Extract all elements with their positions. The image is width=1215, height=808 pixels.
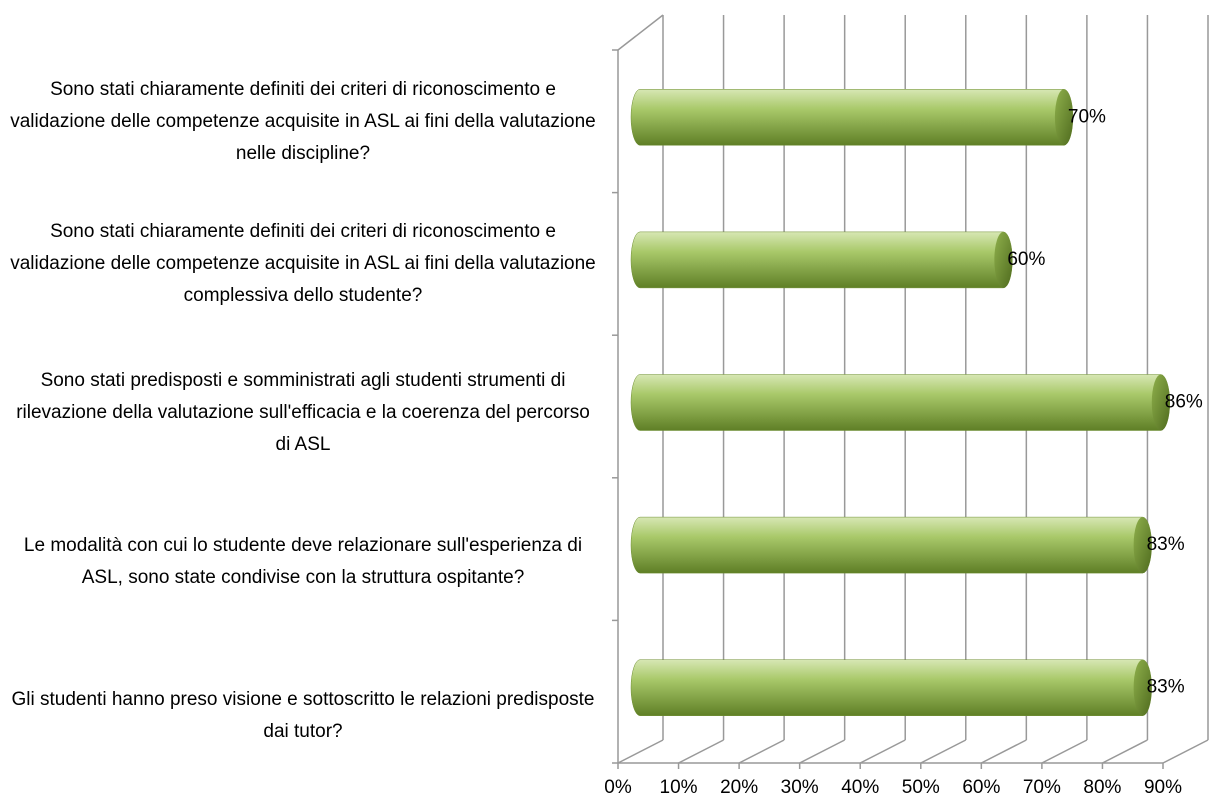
grid-line (859, 739, 906, 764)
bar-part (630, 231, 1013, 289)
bar-part (630, 516, 1152, 574)
bar-part (630, 374, 1171, 431)
bar-part (994, 231, 1013, 288)
grid-line (678, 739, 724, 764)
x-tick-label: 20% (720, 777, 758, 798)
grid-line (920, 739, 967, 764)
bar (630, 231, 1013, 289)
x-tick-label: 80% (1083, 777, 1121, 798)
category-label: Sono stati predisposti e somministrati a… (16, 370, 590, 455)
category-label: Sono stati chiaramente definiti dei crit… (10, 221, 596, 306)
x-tick-label: 60% (962, 777, 1000, 798)
grid-line (980, 739, 1027, 764)
bar-part (1151, 374, 1170, 431)
grid-line (1041, 739, 1088, 764)
bar-part (1054, 89, 1073, 146)
bar-part (630, 659, 1152, 716)
bar (630, 659, 1152, 716)
category-label: Le modalità con cui lo studente deve rel… (23, 535, 583, 588)
x-tick-label: 0% (604, 777, 632, 798)
bar-part (630, 89, 1074, 146)
grid-line (1102, 739, 1148, 764)
grid-line (799, 739, 846, 764)
x-tick-label: 40% (841, 777, 879, 798)
bar-part (1133, 517, 1152, 574)
axis-wall (617, 14, 664, 51)
category-label: Gli studenti hanno preso visione e sotto… (11, 689, 595, 742)
x-tick-label: 10% (660, 777, 698, 798)
data-label: 70% (1068, 106, 1106, 127)
bar (630, 516, 1152, 574)
bar (630, 374, 1171, 431)
x-tick-label: 90% (1144, 777, 1182, 798)
grid-line (1162, 739, 1209, 764)
x-tick-label: 70% (1023, 777, 1061, 798)
x-tick-label: 50% (902, 777, 940, 798)
grid-line (738, 739, 785, 764)
data-label: 86% (1165, 392, 1203, 413)
bar-part (1133, 659, 1152, 716)
bar (630, 89, 1074, 146)
x-tick-label: 30% (781, 777, 819, 798)
category-label: Sono stati chiaramente definiti dei crit… (10, 79, 596, 164)
data-label: 60% (1007, 249, 1045, 270)
data-label: 83% (1147, 677, 1185, 698)
grid-line (617, 739, 664, 764)
data-label: 83% (1147, 534, 1185, 555)
